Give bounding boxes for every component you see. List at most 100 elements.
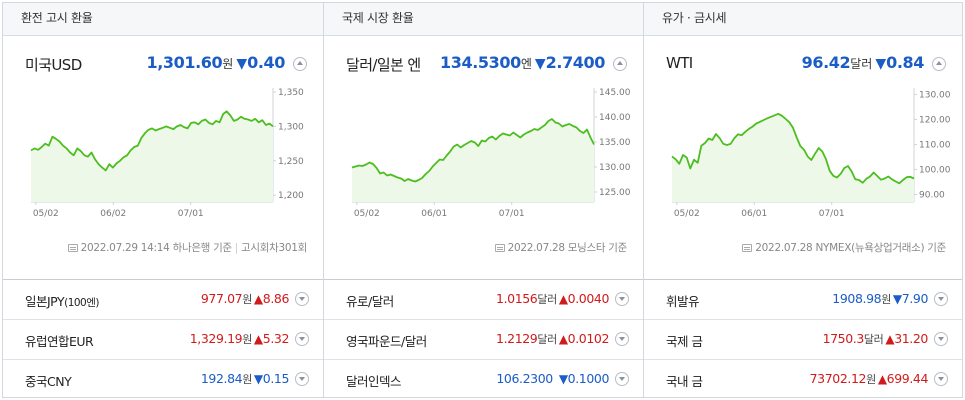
item-name: 달러인덱스 bbox=[346, 374, 402, 389]
main-quote-name[interactable]: 달러/일본 엔 bbox=[346, 56, 421, 74]
item-name: 일본JPY(100엔) bbox=[25, 291, 99, 310]
x-tick-label: 06/01 bbox=[421, 209, 447, 219]
up-arrow-icon: ▲ bbox=[253, 292, 263, 306]
list-item[interactable]: 국제 금 1750.3달러 ▲31.20 bbox=[644, 320, 962, 360]
y-tick-label: 140.00 bbox=[599, 113, 631, 123]
item-unit: 원 bbox=[881, 293, 891, 306]
y-tick-label: 1,350 bbox=[278, 88, 304, 98]
down-arrow-icon: ▼ bbox=[892, 292, 902, 306]
list-item[interactable]: 달러인덱스 106.2300 ▼0.1000 bbox=[324, 360, 643, 399]
item-name: 유로/달러 bbox=[346, 294, 394, 309]
expand-toggle-icon[interactable] bbox=[934, 372, 948, 386]
item-value: 192.84원 ▼0.15 bbox=[200, 371, 290, 387]
main-quote-name[interactable]: 미국USD bbox=[25, 56, 82, 74]
item-change: 5.32 bbox=[262, 331, 290, 346]
document-icon bbox=[494, 244, 505, 252]
down-arrow-icon: ▼ bbox=[236, 56, 248, 72]
item-change: 31.20 bbox=[894, 331, 928, 346]
source-note: 고시회차301회 bbox=[241, 242, 307, 254]
source-provider: 모닝스타 기준 bbox=[567, 242, 628, 254]
source-date: 2022.07.29 14:14 bbox=[80, 242, 170, 254]
panel-exchange-rate: 환전 고시 환율 미국USD 1,301.60원 ▼0.40 1,350 1,300… bbox=[3, 3, 323, 397]
expand-toggle-icon[interactable] bbox=[615, 292, 629, 306]
main-quote: 달러/일본 엔 134.5300엔 ▼2.7400 145.00 140.00 135… bbox=[324, 36, 643, 272]
item-price: 192.84 bbox=[200, 371, 243, 386]
item-unit: 달러 bbox=[537, 293, 557, 306]
panel-title[interactable]: 유가 · 금시세 bbox=[644, 3, 962, 36]
down-arrow-icon: ▼ bbox=[558, 372, 568, 386]
list-item[interactable]: 휘발유 1908.98원 ▼7.90 bbox=[644, 280, 962, 320]
collapse-toggle-icon[interactable] bbox=[293, 57, 307, 71]
series-area bbox=[352, 119, 594, 202]
quote-list: 유로/달러 1.0156달러 ▲0.0040 영국파운드/달러 1.2129달러 ▲… bbox=[324, 279, 643, 399]
item-name-text: 중국CNY bbox=[25, 374, 72, 389]
collapse-toggle-icon[interactable] bbox=[613, 57, 627, 71]
expand-toggle-icon[interactable] bbox=[615, 372, 629, 386]
x-tick-label: 07/01 bbox=[178, 209, 204, 219]
item-change: 0.15 bbox=[262, 371, 290, 386]
expand-toggle-icon[interactable] bbox=[295, 292, 309, 306]
down-arrow-icon: ▼ bbox=[253, 372, 263, 386]
up-arrow-icon: ▲ bbox=[885, 332, 895, 346]
divider: | bbox=[234, 242, 239, 254]
item-name-text: 유럽연합EUR bbox=[25, 334, 94, 349]
source-provider: NYMEX(뉴욕상업거래소) 기준 bbox=[815, 242, 946, 254]
up-arrow-icon: ▲ bbox=[253, 332, 263, 346]
item-name-sub: (100엔) bbox=[64, 297, 99, 309]
list-item[interactable]: 유로/달러 1.0156달러 ▲0.0040 bbox=[324, 280, 643, 320]
panel-title[interactable]: 국제 시장 환율 bbox=[324, 3, 643, 36]
y-tick-label: 130.00 bbox=[599, 163, 631, 173]
list-item[interactable]: 일본JPY(100엔) 977.07원 ▲8.86 bbox=[3, 280, 323, 320]
item-name: 유럽연합EUR bbox=[25, 331, 94, 350]
price-chart: 130.00 120.00 110.00 100.00 90.00 05/02 06/01 0… bbox=[671, 88, 951, 219]
expand-toggle-icon[interactable] bbox=[934, 332, 948, 346]
x-tick-label: 06/02 bbox=[100, 209, 126, 219]
item-unit: 원 bbox=[242, 293, 252, 306]
panel-title[interactable]: 환전 고시 환율 bbox=[3, 3, 323, 36]
item-change: 8.86 bbox=[262, 291, 290, 306]
series-line bbox=[351, 118, 595, 183]
main-quote-header: 달러/일본 엔 134.5300엔 ▼2.7400 bbox=[346, 53, 627, 78]
main-quote: WTI 96.42달러 ▼0.84 130.00 120.00 110.00 100.0… bbox=[644, 36, 962, 272]
main-quote-unit: 엔 bbox=[520, 57, 532, 71]
item-unit: 달러 bbox=[537, 333, 557, 346]
list-item[interactable]: 중국CNY 192.84원 ▼0.15 bbox=[3, 360, 323, 399]
down-arrow-icon: ▼ bbox=[534, 56, 546, 72]
y-tick-label: 130.00 bbox=[919, 91, 951, 101]
source-date: 2022.07.28 bbox=[755, 242, 813, 254]
list-item[interactable]: 영국파운드/달러 1.2129달러 ▲0.0102 bbox=[324, 320, 643, 360]
expand-toggle-icon[interactable] bbox=[295, 332, 309, 346]
list-item[interactable]: 국내 금 73702.12원 ▲699.44 bbox=[644, 360, 962, 399]
price-chart: 1,350 1,300 1,250 1,200 05/02 06/02 07/01 bbox=[30, 88, 304, 219]
y-tick-label: 120.00 bbox=[919, 116, 951, 126]
collapse-toggle-icon[interactable] bbox=[932, 57, 946, 71]
source-provider: 하나은행 기준 bbox=[172, 242, 233, 254]
item-name: 휘발유 bbox=[666, 294, 700, 309]
main-quote-value: 96.42달러 ▼0.84 bbox=[801, 53, 925, 72]
main-quote-change: 2.7400 bbox=[545, 53, 606, 72]
item-unit: 원 bbox=[242, 333, 252, 346]
item-value: 1,329.19원 ▲5.32 bbox=[190, 331, 290, 347]
source-info: 2022.07.29 14:14 하나은행 기준 | 고시회차301회 bbox=[67, 240, 307, 255]
main-quote-price: 96.42 bbox=[801, 53, 851, 72]
document-icon bbox=[742, 244, 753, 252]
item-change: 0.0102 bbox=[567, 331, 610, 346]
expand-toggle-icon[interactable] bbox=[295, 372, 309, 386]
main-quote-name[interactable]: WTI bbox=[666, 54, 693, 72]
expand-toggle-icon[interactable] bbox=[934, 292, 948, 306]
document-icon bbox=[67, 244, 78, 252]
item-name: 영국파운드/달러 bbox=[346, 334, 427, 349]
y-tick-label: 1,300 bbox=[278, 122, 304, 132]
series-line bbox=[671, 112, 915, 185]
source-date: 2022.07.28 bbox=[507, 242, 565, 254]
main-quote-value: 134.5300엔 ▼2.7400 bbox=[440, 53, 605, 72]
item-value: 106.2300 ▼0.1000 bbox=[496, 371, 609, 386]
list-item[interactable]: 유럽연합EUR 1,329.19원 ▲5.32 bbox=[3, 320, 323, 360]
panel-oil-gold: 유가 · 금시세 WTI 96.42달러 ▼0.84 130.00 120.00 11… bbox=[643, 3, 962, 397]
down-arrow-icon: ▼ bbox=[875, 56, 887, 72]
expand-toggle-icon[interactable] bbox=[615, 332, 629, 346]
price-chart: 145.00 140.00 135.00 130.00 125.00 05/02 06/01… bbox=[351, 88, 631, 219]
up-arrow-icon: ▲ bbox=[558, 292, 568, 306]
item-value: 1.0156달러 ▲0.0040 bbox=[496, 291, 609, 307]
